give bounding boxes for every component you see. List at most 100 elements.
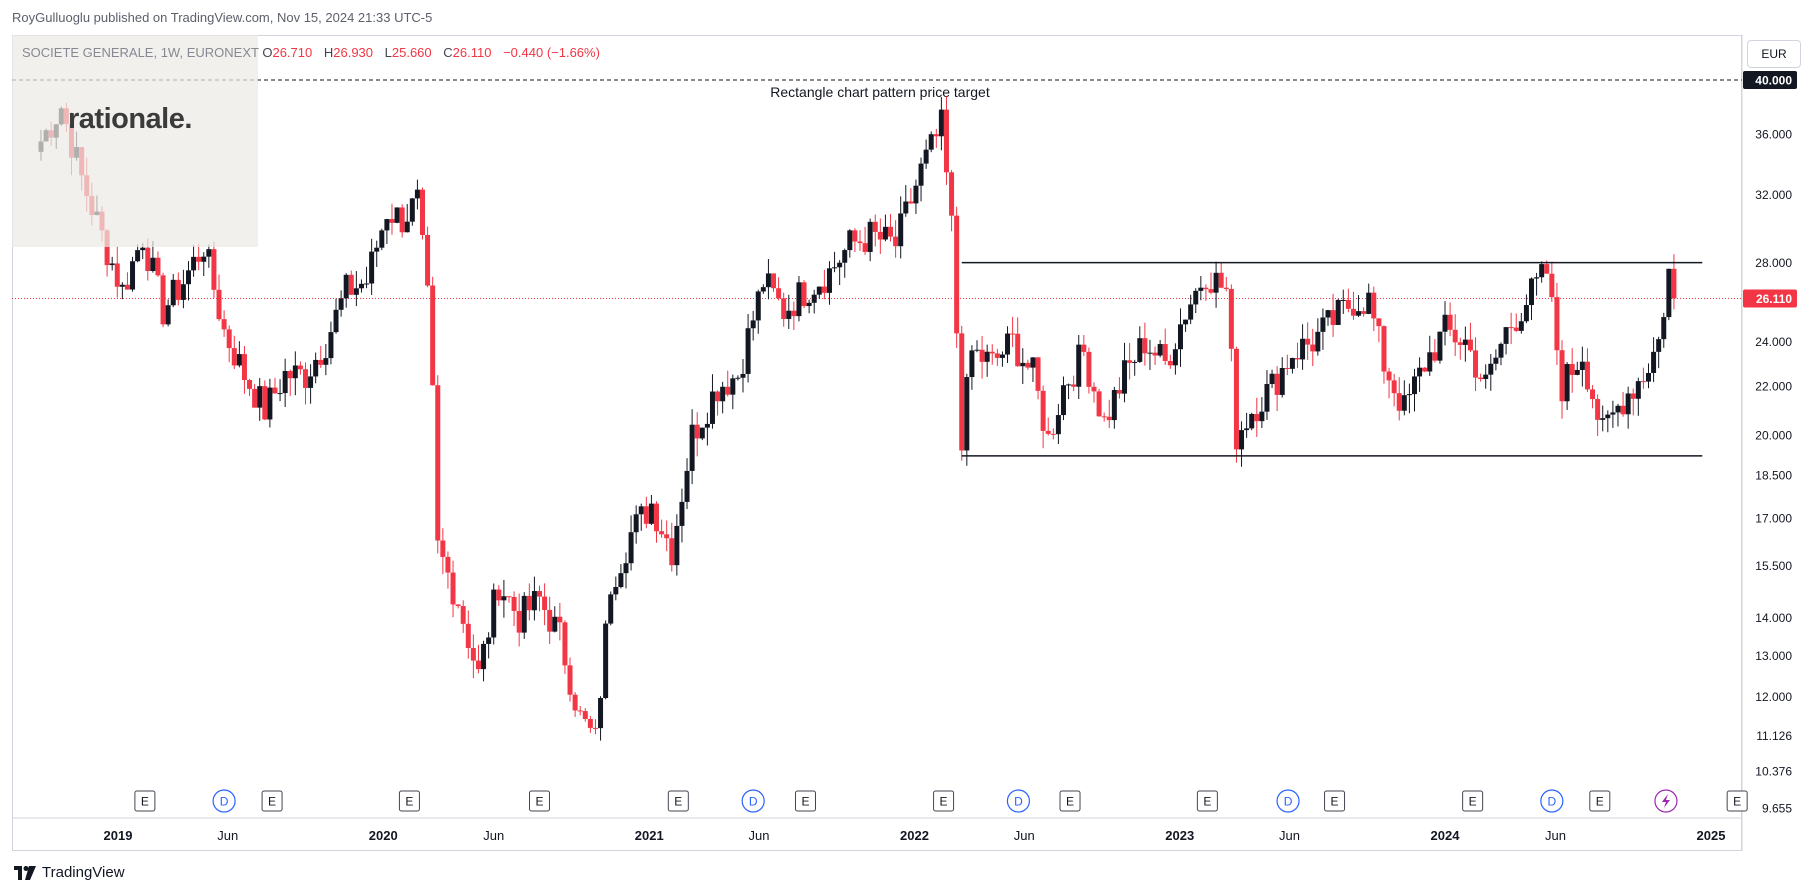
- candle-body: [1259, 411, 1265, 422]
- candle-body: [669, 538, 675, 566]
- candle-body: [781, 298, 787, 319]
- symbol-label[interactable]: SOCIETE GENERALE, 1W, EURONEXT: [22, 45, 259, 60]
- candle-body: [226, 329, 232, 349]
- earnings-marker-label: E: [1331, 795, 1339, 809]
- candle-body: [104, 230, 110, 266]
- candle-body: [404, 221, 410, 233]
- earnings-marker-label: E: [141, 795, 149, 809]
- candle-body: [231, 348, 237, 366]
- candle-body: [1096, 391, 1102, 417]
- tradingview-brand: TradingView: [42, 864, 125, 881]
- candle-body: [1345, 299, 1351, 309]
- candle-body: [1427, 352, 1433, 372]
- y-tick-label: 22.000: [1755, 380, 1792, 394]
- candle-body: [1066, 384, 1072, 386]
- candle-body: [1152, 352, 1158, 356]
- earnings-marker: [1324, 790, 1346, 812]
- x-tick-label: 2020: [369, 828, 398, 843]
- candle-body: [1264, 384, 1270, 412]
- candle-body: [1045, 430, 1051, 434]
- candle-body: [1605, 414, 1611, 419]
- candle-body: [1432, 352, 1438, 361]
- candle-body: [938, 109, 944, 137]
- candle-body: [364, 283, 370, 285]
- candle-body: [1406, 394, 1412, 396]
- earnings-marker: [1589, 790, 1611, 812]
- candle-body: [1610, 412, 1616, 415]
- candle-body: [475, 660, 481, 670]
- candle-body: [679, 501, 685, 526]
- candle-body: [1401, 395, 1407, 411]
- candle-body: [216, 289, 222, 320]
- earnings-marker-label: E: [1203, 795, 1211, 809]
- candle-body: [1579, 361, 1585, 370]
- candle-body: [1289, 357, 1295, 369]
- candle-body: [633, 514, 639, 533]
- candle-body: [704, 423, 710, 428]
- candle-body: [1539, 264, 1545, 278]
- candle-body: [1381, 326, 1387, 372]
- candle-body: [450, 572, 456, 605]
- candle-body: [582, 711, 588, 719]
- candle-body: [1279, 367, 1285, 395]
- candle-body: [282, 371, 288, 394]
- candle-body: [1330, 310, 1336, 325]
- candle-body: [1661, 317, 1667, 340]
- candle-body: [1223, 287, 1229, 289]
- candle-body: [893, 236, 899, 247]
- candle-body: [928, 134, 934, 150]
- x-tick-label: 2024: [1431, 828, 1461, 843]
- candle-body: [1620, 405, 1626, 415]
- candle-body: [1554, 297, 1560, 351]
- candle-body: [1493, 357, 1499, 364]
- candle-body: [1666, 268, 1672, 318]
- change-value: −0.440 (−1.66%): [503, 45, 600, 60]
- candle-body: [1635, 381, 1641, 399]
- candle-body: [460, 606, 466, 624]
- tradingview-footer[interactable]: TradingView: [14, 864, 125, 881]
- candle-body: [786, 310, 792, 319]
- candle-body: [1305, 338, 1311, 345]
- earnings-marker: [529, 790, 551, 812]
- candle-body: [577, 710, 583, 712]
- candle-body: [537, 591, 543, 597]
- close-value: 26.110: [452, 45, 492, 60]
- candle-body: [201, 256, 207, 262]
- candle-body: [1157, 344, 1163, 356]
- earnings-marker: [1059, 790, 1081, 812]
- candle-body: [496, 589, 502, 601]
- currency-button[interactable]: EUR: [1747, 40, 1801, 68]
- candle-body: [369, 251, 375, 284]
- earnings-marker-label: E: [1469, 795, 1477, 809]
- candle-body: [1549, 273, 1555, 298]
- candle-body: [1442, 314, 1448, 332]
- candle-body: [1142, 338, 1148, 354]
- candle-body: [587, 718, 593, 728]
- candle-body: [1254, 413, 1260, 422]
- candle-body: [1630, 393, 1636, 399]
- candle-body: [1060, 385, 1066, 416]
- candle-body: [109, 263, 115, 266]
- candle-body: [989, 351, 995, 354]
- candle-body: [735, 377, 741, 379]
- candle-body: [170, 279, 176, 306]
- candle-body: [1122, 360, 1128, 394]
- candle-body: [1595, 399, 1601, 420]
- candle-body: [1564, 364, 1570, 402]
- candle-body: [654, 503, 660, 532]
- candle-body: [1193, 290, 1199, 305]
- last-price-label: 26.110: [1756, 292, 1792, 306]
- candle-body: [1015, 333, 1021, 367]
- candle-body: [150, 257, 156, 271]
- candle-body: [547, 609, 553, 632]
- earnings-marker: [1462, 790, 1484, 812]
- candle-body: [1508, 327, 1514, 329]
- earnings-marker: [1726, 790, 1748, 812]
- candle-body: [1615, 405, 1621, 413]
- x-tick-label: Jun: [748, 828, 769, 843]
- candle-body: [1300, 338, 1306, 360]
- x-tick-label: 2023: [1165, 828, 1194, 843]
- candle-body: [903, 201, 909, 214]
- candle-body: [1590, 389, 1596, 400]
